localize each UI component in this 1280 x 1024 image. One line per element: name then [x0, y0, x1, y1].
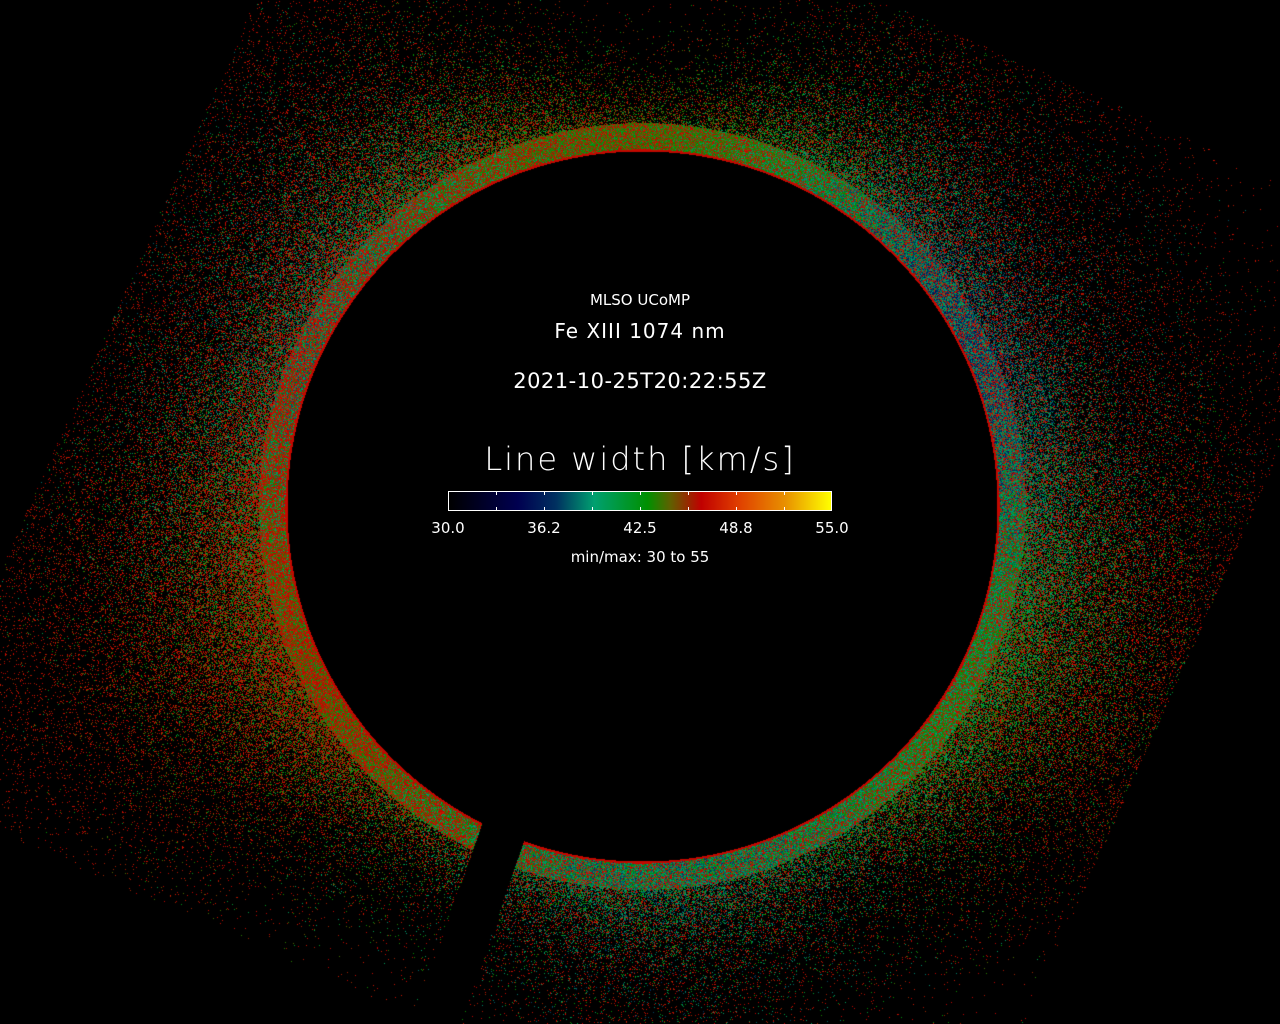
colorbar-tick [736, 492, 737, 495]
colorbar-tick [592, 492, 593, 495]
colorbar-tick-label: 36.2 [527, 519, 561, 537]
colorbar-tick [640, 507, 641, 510]
colorbar-tick [544, 507, 545, 510]
colorbar-tick-label: 48.8 [719, 519, 753, 537]
colorbar-tick [592, 507, 593, 510]
colorbar-tick [784, 492, 785, 495]
colorbar [448, 491, 832, 511]
colorbar-tick-label: 42.5 [623, 519, 657, 537]
colorbar-tick-label: 55.0 [815, 519, 849, 537]
colorbar-tick [544, 492, 545, 495]
minmax-label: min/max: 30 to 55 [570, 548, 710, 566]
colorbar-tick [640, 492, 641, 495]
observatory-label: MLSO UCoMP [589, 291, 690, 309]
colorbar-tick [496, 492, 497, 495]
colorbar-tick [688, 507, 689, 510]
timestamp-label: 2021-10-25T20:22:55Z [513, 369, 767, 393]
colorbar-tick-label: 30.0 [431, 519, 465, 537]
quantity-title: Line width [km/s] [484, 440, 796, 478]
colorbar-tick [496, 507, 497, 510]
spectral-line-label: Fe XIII 1074 nm [554, 319, 726, 343]
colorbar-tick [784, 507, 785, 510]
colorbar-tick [688, 492, 689, 495]
colorbar-tick [736, 507, 737, 510]
